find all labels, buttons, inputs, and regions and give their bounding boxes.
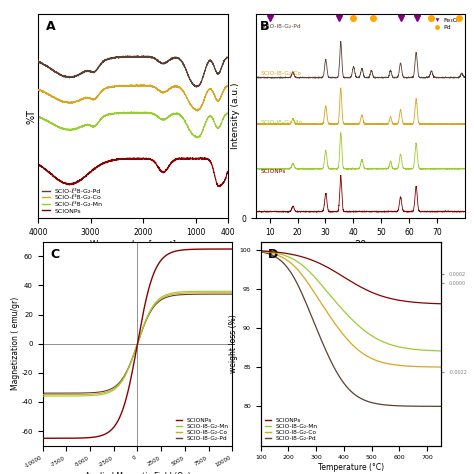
X-axis label: Applied Magnetic Field (Oe): Applied Magnetic Field (Oe) bbox=[84, 472, 191, 474]
Text: D: D bbox=[268, 248, 278, 261]
X-axis label: 2θ: 2θ bbox=[354, 239, 366, 249]
Y-axis label: Magnetization ( emu/gr): Magnetization ( emu/gr) bbox=[11, 297, 20, 390]
Y-axis label: Intensity (a.u.): Intensity (a.u.) bbox=[231, 83, 240, 149]
Text: C: C bbox=[50, 248, 59, 261]
Text: SCIO-l8-G₂-Co: SCIO-l8-G₂-Co bbox=[260, 71, 301, 76]
Text: B: B bbox=[260, 20, 270, 33]
Y-axis label: %T: %T bbox=[27, 109, 36, 124]
X-axis label: Wavenumber [cm⁻¹]: Wavenumber [cm⁻¹] bbox=[90, 239, 176, 248]
Text: SCIO-l8-G₂-Mn: SCIO-l8-G₂-Mn bbox=[260, 120, 302, 125]
Text: SCIONPs: SCIONPs bbox=[260, 169, 285, 174]
Text: A: A bbox=[46, 20, 55, 33]
Text: SCIO-l8-G₂-Pd: SCIO-l8-G₂-Pd bbox=[260, 25, 301, 29]
Legend: Fe₃O₄, Pd: Fe₃O₄, Pd bbox=[435, 18, 461, 31]
Legend: SCIONPs, SCIO-l8-G₂-Mn, SCIO-l8-G₂-Co, SCIO-l8-G₂-Pd: SCIONPs, SCIO-l8-G₂-Mn, SCIO-l8-G₂-Co, S… bbox=[174, 417, 229, 443]
Y-axis label: weight loss (%): weight loss (%) bbox=[229, 314, 238, 373]
X-axis label: Temperature (°C): Temperature (°C) bbox=[318, 463, 384, 472]
Legend: SCIO-ℓ³8-G₂-Pd, SCIO-ℓ³8-G₂-Co, SCIO-ℓ³8-G₂-Mn, SCIONPs: SCIO-ℓ³8-G₂-Pd, SCIO-ℓ³8-G₂-Co, SCIO-ℓ³8… bbox=[41, 187, 104, 215]
Legend: SCIONPs, SCIO-l8-G₂-Mn, SCIO-l8-G₂-Co, SCIO-l8-G₂-Pd: SCIONPs, SCIO-l8-G₂-Mn, SCIO-l8-G₂-Co, S… bbox=[264, 417, 319, 443]
